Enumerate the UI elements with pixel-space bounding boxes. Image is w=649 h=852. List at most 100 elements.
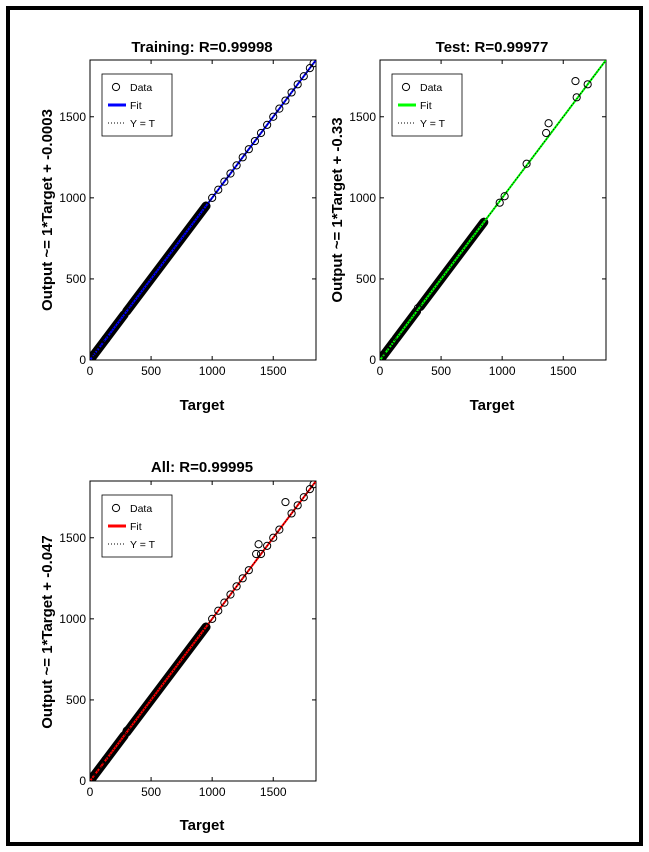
x-tick-label: 1000 (199, 785, 226, 799)
x-axis-label: Target (180, 397, 225, 414)
x-tick-label: 1000 (199, 364, 226, 378)
y-tick-label: 0 (369, 353, 376, 367)
y-tick-label: 500 (66, 693, 86, 707)
x-tick-label: 1500 (550, 364, 577, 378)
data-point (263, 120, 272, 129)
data-point (583, 80, 592, 89)
data-point (269, 112, 278, 121)
legend-data-label: Data (420, 82, 442, 94)
x-tick-label: 500 (141, 364, 161, 378)
y-tick-label: 1000 (349, 191, 376, 205)
test-panel: Test: R=0.99977 Target Output ~= 1*Targe… (329, 39, 607, 414)
chart-title: All: R=0.99995 (151, 459, 253, 476)
x-tick-label: 0 (87, 364, 94, 378)
data-point (293, 501, 302, 510)
data-point (309, 481, 316, 489)
x-tick-label: 1000 (489, 364, 516, 378)
data-point (299, 72, 308, 81)
data-point (244, 145, 253, 154)
x-tick-label: 0 (377, 364, 384, 378)
chart-title: Test: R=0.99977 (436, 39, 549, 56)
legend-data-label: Data (130, 503, 152, 515)
data-point (413, 304, 422, 313)
data-point (389, 338, 398, 347)
x-tick-label: 1500 (260, 785, 287, 799)
data-point (275, 525, 284, 534)
x-tick-label: 1500 (260, 364, 287, 378)
data-point (214, 185, 223, 194)
y-tick-label: 0 (79, 353, 86, 367)
data-point (269, 533, 278, 542)
data-point (281, 96, 290, 105)
plot-content (90, 481, 316, 781)
data-point (542, 128, 551, 138)
data-point (122, 307, 131, 316)
legend-data-label: Data (130, 82, 152, 94)
all-panel: All: R=0.99995 Target Output ~= 1*Target… (39, 459, 317, 834)
legend-data-marker (111, 82, 121, 92)
legend-data-marker (401, 82, 411, 92)
data-point (287, 509, 296, 518)
y-tick-label: 1500 (349, 110, 376, 124)
y-tick-label: 1000 (59, 612, 86, 626)
y-tick-label: 500 (356, 272, 376, 286)
legend-fit-label: Fit (130, 521, 142, 533)
plot-content (90, 60, 316, 360)
y-tick-label: 0 (79, 774, 86, 788)
data-point (208, 614, 217, 623)
data-point (309, 60, 316, 68)
data-point (122, 726, 131, 735)
legend-yt-label: Y = T (130, 118, 156, 130)
data-point (254, 540, 263, 549)
x-tick-label: 0 (87, 785, 94, 799)
legend-fit-label: Fit (130, 100, 142, 112)
data-point (500, 192, 509, 201)
data-point (208, 193, 217, 202)
data-point (244, 566, 253, 575)
data-point (293, 80, 302, 89)
y-axis-label: Output ~= 1*Target + -0.33 (329, 117, 346, 302)
data-point (214, 606, 223, 615)
data-point (226, 590, 235, 599)
chart-title: Training: R=0.99998 (131, 39, 272, 56)
data-point (226, 169, 235, 178)
data-point (252, 549, 261, 559)
data-point (281, 497, 290, 507)
data-point (238, 153, 247, 162)
data-point (101, 755, 110, 765)
legend-yt-label: Y = T (130, 539, 156, 551)
data-point (101, 334, 110, 344)
data-point (232, 582, 241, 591)
x-tick-label: 500 (431, 364, 451, 378)
data-point (380, 352, 387, 360)
data-point (287, 88, 296, 97)
y-tick-label: 1000 (59, 191, 86, 205)
y-axis-label: Output ~= 1*Target + -0.0003 (39, 109, 56, 311)
y-tick-label: 1500 (59, 531, 86, 545)
data-point (238, 574, 247, 583)
data-point (544, 119, 553, 128)
data-point (93, 767, 102, 776)
data-point (571, 76, 580, 86)
data-point (90, 776, 95, 781)
y-tick-label: 1500 (59, 110, 86, 124)
legend-yt-label: Y = T (420, 118, 446, 130)
data-point (522, 159, 531, 168)
x-axis-label: Target (180, 817, 225, 834)
training-panel: Training: R=0.99998 Target Output ~= 1*T… (39, 39, 317, 414)
data-point (572, 93, 581, 102)
data-point (275, 104, 284, 113)
data-point (263, 541, 272, 550)
data-point (299, 493, 308, 502)
y-tick-label: 500 (66, 272, 86, 286)
data-point (256, 549, 266, 559)
data-point (96, 341, 106, 350)
data-point (220, 177, 229, 186)
data-point (250, 136, 260, 146)
y-axis-label: Output ~= 1*Target + -0.047 (39, 535, 56, 729)
data-point (90, 355, 95, 360)
legend-fit-label: Fit (420, 100, 432, 112)
fit-line (90, 60, 316, 360)
data-point (201, 622, 211, 632)
